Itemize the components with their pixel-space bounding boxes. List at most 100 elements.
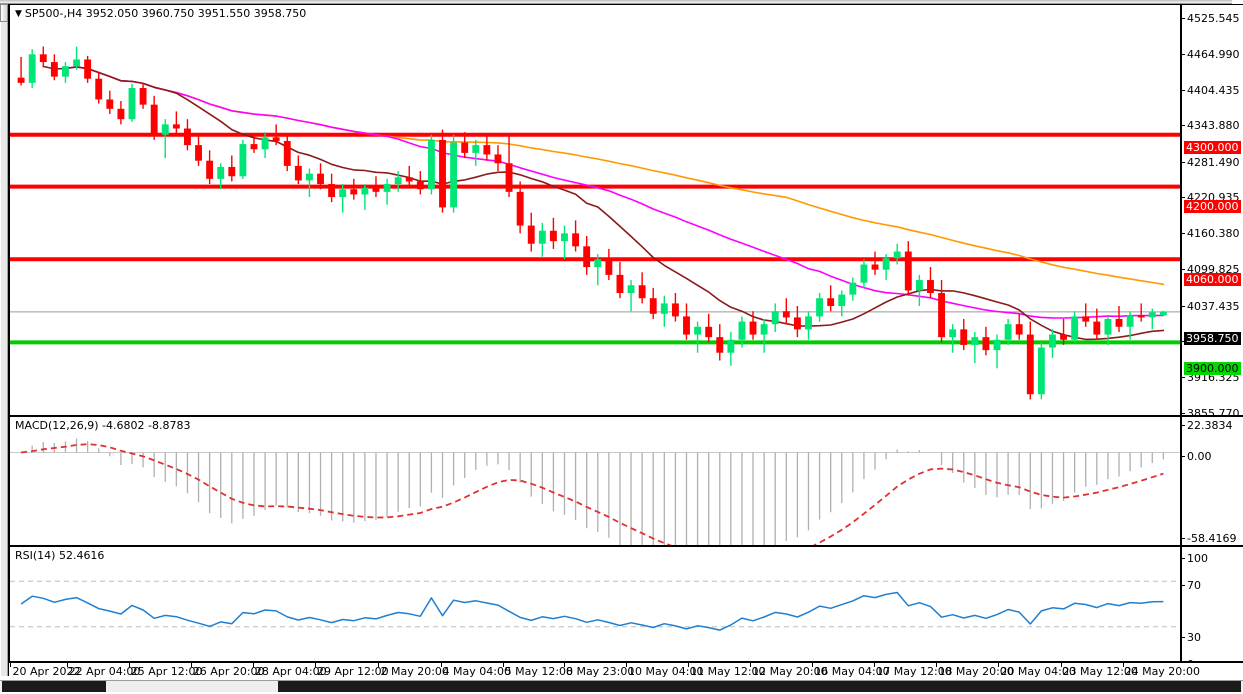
price-pane-label-text: SP500-,H4 3952.050 3960.750 3951.550 395… (24, 7, 307, 20)
candle-body (1015, 324, 1023, 335)
time-tick-label: 22 Apr 04:00 (68, 665, 141, 678)
candle-body (716, 337, 724, 353)
candle-body (305, 173, 313, 181)
candle-body (150, 104, 158, 135)
scale-tick-label: 4281.490 (1187, 156, 1240, 169)
rsi-svg (10, 580, 1180, 631)
scale-tick-mark (1182, 413, 1185, 414)
candlestick (317, 163, 324, 190)
candlestick (782, 298, 790, 325)
candle-body (1159, 311, 1167, 316)
candlestick (1071, 311, 1079, 343)
candle-body (516, 191, 524, 226)
horizontal-scrollbar-thumb-main[interactable] (278, 681, 1241, 692)
price-chart-canvas[interactable] (10, 5, 1180, 415)
candle-body (394, 177, 402, 185)
candle-body (494, 154, 502, 164)
scale-tick-mark (1182, 558, 1185, 559)
time-tick-mark (440, 663, 442, 667)
horizontal-scrollbar[interactable] (0, 678, 1243, 694)
horizontal-scrollbar-thumb-left[interactable] (2, 681, 106, 692)
candle-body (128, 88, 136, 120)
candle-body (1037, 347, 1045, 395)
scale-tick-label: 30 (1187, 631, 1201, 644)
price-level-label[interactable]: 4200.000 (1184, 200, 1241, 213)
price-scale[interactable]: 4525.545 4464.990 4404.435 4343.880 4281.490… (1181, 4, 1243, 456)
candlestick (106, 90, 114, 114)
time-tick-mark (252, 663, 254, 667)
candlestick (816, 293, 824, 322)
scale-tick-label: -58.4169 (1187, 532, 1237, 545)
rsi-canvas[interactable] (10, 547, 1180, 661)
candlestick (139, 82, 147, 109)
candle-body (383, 184, 391, 192)
price-chart-pane[interactable]: ▼ SP500-,H4 3952.050 3960.750 3951.550 39… (9, 4, 1181, 416)
price-level-label[interactable]: 4060.000 (1184, 273, 1241, 286)
candlestick (405, 165, 413, 187)
time-tick-mark (1060, 663, 1062, 667)
time-tick-mark (563, 663, 565, 667)
candle-body (239, 144, 247, 177)
candle-body (328, 184, 336, 198)
candlestick (439, 129, 446, 213)
candle-body (904, 251, 912, 291)
candlestick (483, 134, 491, 161)
candlestick (760, 318, 768, 353)
candle-body (17, 77, 25, 83)
vertical-scrollbar-thumb[interactable] (0, 4, 8, 22)
time-tick-label: 28 Apr 04:00 (254, 665, 327, 678)
candle-body (1026, 334, 1034, 395)
macd-scale[interactable]: 22.3834 0.00 -58.4169 (1181, 416, 1243, 546)
scale-tick-label: 100 (1187, 552, 1208, 565)
candlestick (716, 324, 724, 361)
rsi-scale[interactable]: 10070300 (1181, 546, 1243, 671)
scale-tick-mark (1182, 425, 1185, 426)
time-tick-mark (190, 663, 192, 667)
time-tick-label: 25 Apr 12:00 (130, 665, 203, 678)
time-tick-label: 12 May 20:00 (752, 665, 828, 678)
scale-tick-label: 22.3834 (1187, 419, 1233, 432)
candle-body (605, 259, 613, 275)
rsi-indicator-pane[interactable]: RSI(14) 52.4616 (9, 546, 1181, 662)
collapse-triangle-icon[interactable]: ▼ (15, 9, 22, 19)
candlestick (117, 101, 125, 125)
candle-body (572, 233, 580, 247)
vertical-scrollbar[interactable] (0, 4, 9, 676)
candle-body (538, 230, 546, 244)
candle-body (161, 124, 169, 135)
time-scale[interactable]: 20 Apr 2022 22 Apr 04:00 25 Apr 12:00 26 Ap… (9, 662, 1243, 678)
time-tick-mark (998, 663, 1000, 667)
candlestick (239, 139, 247, 179)
candlestick (616, 261, 624, 299)
price-level-label[interactable]: 4300.000 (1184, 141, 1241, 154)
vertical-scrollbar-track[interactable] (0, 4, 8, 676)
scale-tick-mark (1182, 269, 1185, 270)
candle-body (549, 230, 557, 242)
candlestick (84, 55, 92, 83)
candlestick (960, 318, 968, 351)
rsi-line (20, 591, 1164, 631)
candlestick (505, 134, 513, 198)
price-level-label[interactable]: 3900.000 (1184, 362, 1241, 375)
macd-indicator-pane[interactable]: MACD(12,26,9) -4.6802 -8.8783 (9, 416, 1181, 546)
candle-body (117, 108, 125, 120)
candle-body (95, 78, 103, 100)
current-price-label[interactable]: 3958.750 (1184, 332, 1241, 345)
scale-tick-label: 0.00 (1187, 450, 1212, 463)
candlestick (993, 334, 1001, 369)
macd-canvas[interactable] (10, 417, 1180, 545)
candle-body (139, 88, 147, 105)
candlestick (572, 220, 580, 252)
candle-body (971, 337, 979, 345)
candlestick (128, 83, 136, 122)
candlestick (39, 46, 47, 68)
time-tick-label: 29 Apr 12:00 (316, 665, 389, 678)
candle-body (84, 59, 92, 79)
candlestick (206, 150, 214, 185)
time-tick-label: 8 May 23:00 (565, 665, 635, 678)
candle-body (694, 326, 702, 335)
candlestick (982, 326, 990, 356)
candlestick (915, 274, 923, 307)
candlestick (749, 311, 757, 340)
candle-body (638, 285, 646, 299)
